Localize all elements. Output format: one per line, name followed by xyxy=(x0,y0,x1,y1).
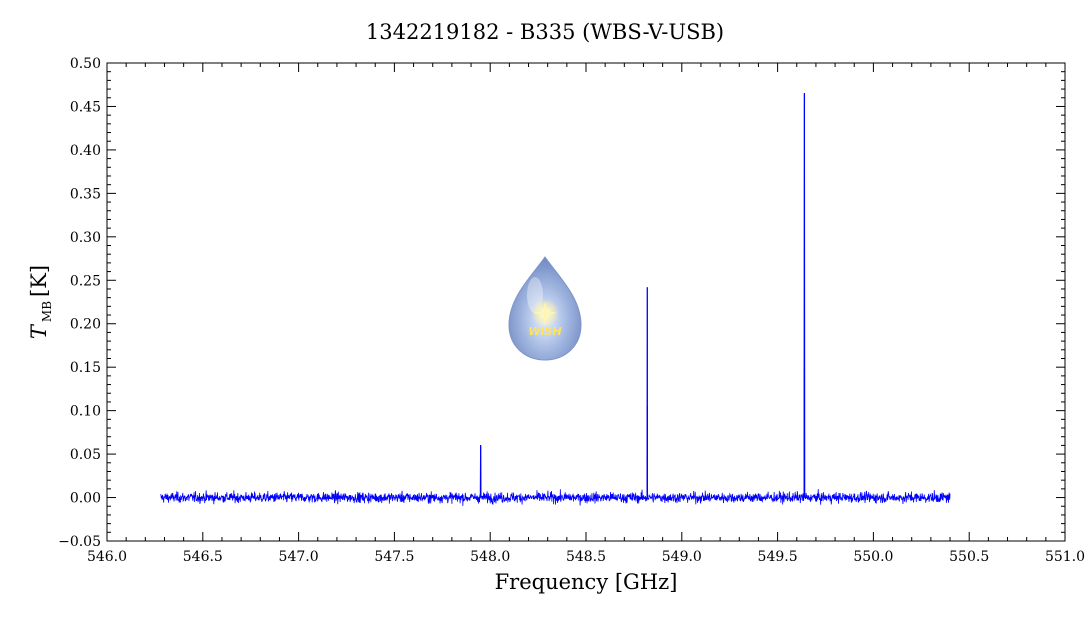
y-tick-label: 0.15 xyxy=(70,360,101,376)
x-tick-label: 547.0 xyxy=(279,549,319,565)
spectrum-series xyxy=(160,93,951,506)
y-axis-label-sub: MB xyxy=(40,301,54,322)
x-tick-label: 548.5 xyxy=(566,549,606,565)
y-tick-label: −0.05 xyxy=(58,534,101,550)
y-tick-label: 0.50 xyxy=(70,56,101,72)
x-tick-label: 551.0 xyxy=(1045,549,1085,565)
x-tick-label: 546.5 xyxy=(183,549,223,565)
x-tick-label: 550.0 xyxy=(853,549,893,565)
y-tick-label: 0.40 xyxy=(70,143,101,159)
plot-frame xyxy=(106,62,1066,542)
x-tick-label: 548.0 xyxy=(470,549,510,565)
wish-logo: WISH xyxy=(508,256,582,361)
y-tick-label: 0.05 xyxy=(70,447,101,463)
y-axis-label: TMB [K] xyxy=(27,265,54,339)
y-tick-label: 0.25 xyxy=(70,273,101,289)
x-tick-label: 546.0 xyxy=(87,549,127,565)
y-tick-label: 0.10 xyxy=(70,404,101,420)
y-tick-label: 0.00 xyxy=(70,491,101,507)
y-tick-label: 0.35 xyxy=(70,186,101,202)
y-axis: −0.05 0.00 0.05 0.10 0.15 0.20 0.25 0.30 0.35 0.4… xyxy=(58,56,1065,550)
chart-title: 1342219182 - B335 (WBS-V-USB) xyxy=(366,20,724,44)
x-tick-label: 547.5 xyxy=(374,549,414,565)
x-axis-label: Frequency [GHz] xyxy=(495,570,678,594)
x-tick-label: 549.5 xyxy=(758,549,798,565)
y-axis-label-unit: [K] xyxy=(27,265,51,297)
svg-text:TMB[K]: TMB [K] xyxy=(27,265,54,339)
x-tick-label: 549.0 xyxy=(662,549,702,565)
y-tick-label: 0.45 xyxy=(70,99,101,115)
x-tick-label: 550.5 xyxy=(949,549,989,565)
y-tick-label: 0.20 xyxy=(70,317,101,333)
x-axis: 546.0 546.5 547.0 547.5 548.0 548.5 549.0 549.5… xyxy=(87,63,1085,565)
y-axis-label-main: T xyxy=(27,323,51,339)
logo-text: WISH xyxy=(528,325,561,338)
y-tick-label: 0.30 xyxy=(70,230,101,246)
